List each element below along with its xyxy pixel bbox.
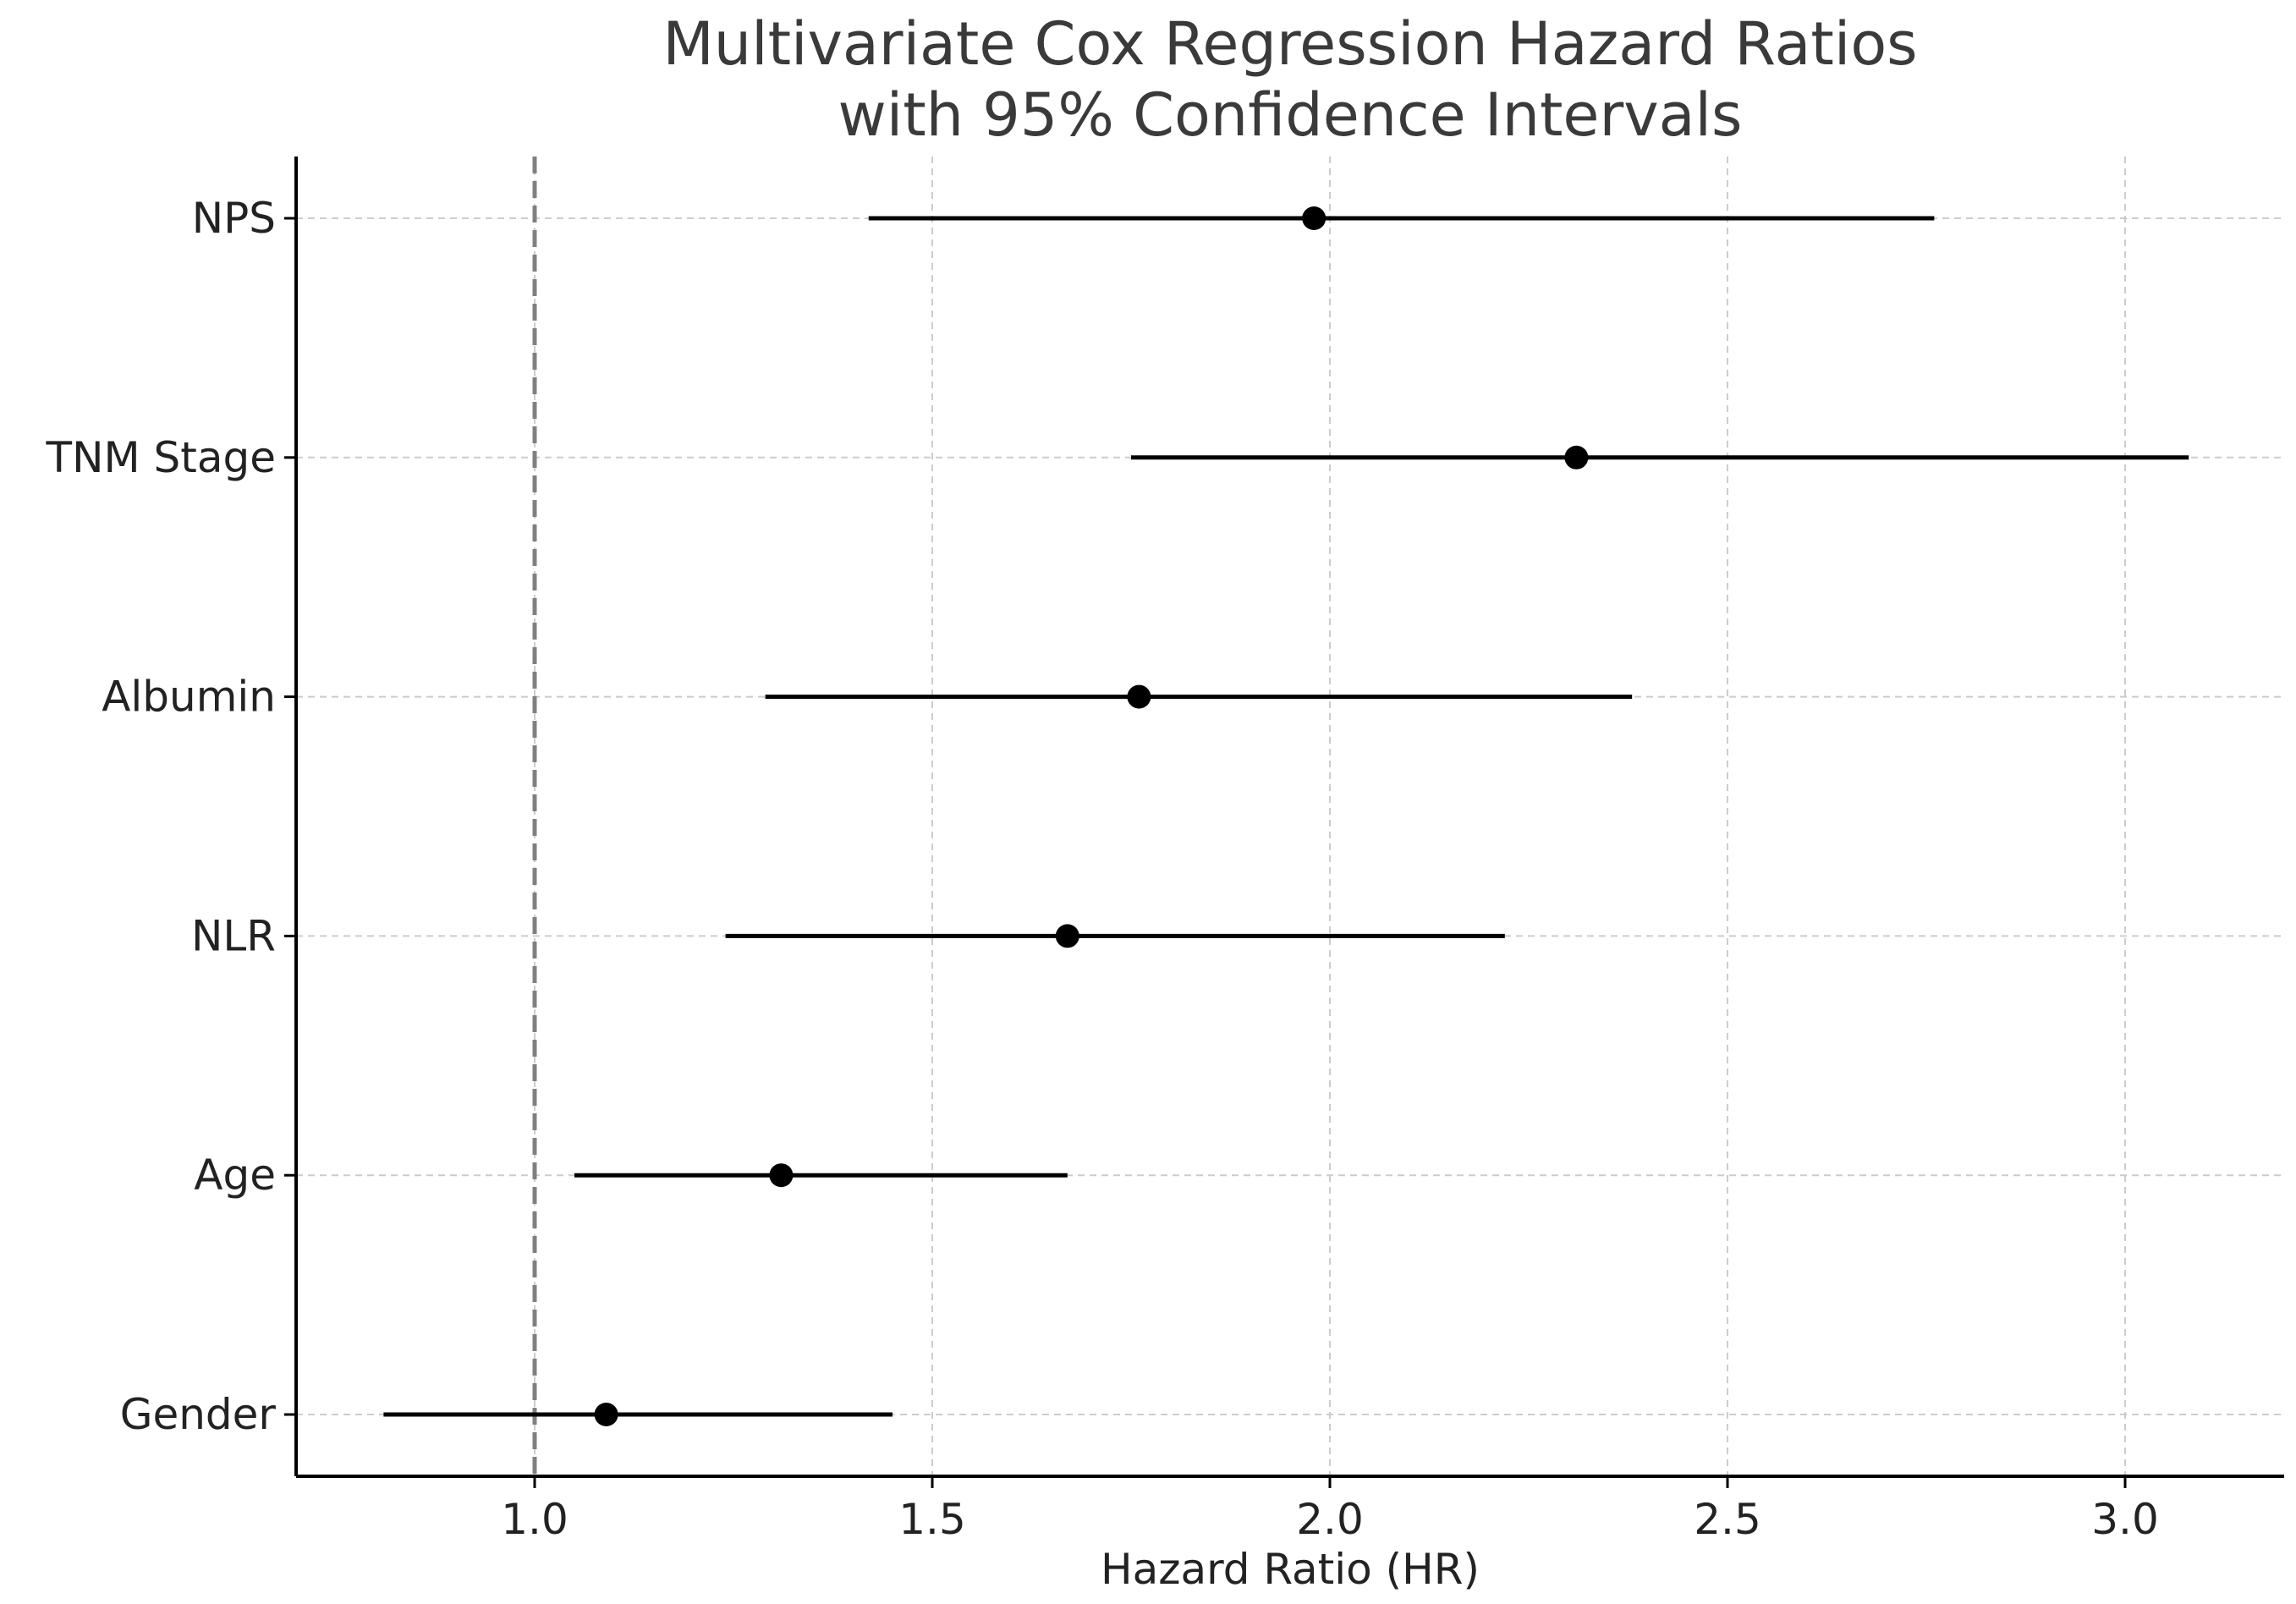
y-tick-label: Age — [194, 1151, 276, 1200]
x-tick-label: 1.5 — [898, 1495, 966, 1544]
x-tick-label: 2.5 — [1694, 1495, 1761, 1544]
y-tick-label: Albumin — [102, 673, 276, 722]
y-tick-label: NPS — [192, 194, 276, 243]
hazard-ratio-series — [383, 206, 2189, 1426]
grid-lines — [296, 157, 2284, 1476]
x-tick-label: 2.0 — [1296, 1495, 1364, 1544]
chart-title-line-1: Multivariate Cox Regression Hazard Ratio… — [662, 9, 1917, 79]
y-tick-label: TNM Stage — [46, 433, 276, 482]
x-axis-label: Hazard Ratio (HR) — [1101, 1545, 1480, 1594]
axes — [294, 157, 2284, 1478]
x-tick-label: 3.0 — [2091, 1495, 2159, 1544]
hr-point — [1302, 206, 1327, 230]
hr-point — [594, 1403, 618, 1426]
hr-point — [769, 1163, 794, 1188]
y-tick-label: Gender — [120, 1390, 277, 1439]
hr-point — [1564, 445, 1589, 470]
x-tick-labels: 1.0 1.5 2.0 2.5 3.0 — [501, 1476, 2159, 1544]
y-tick-label: NLR — [191, 911, 276, 960]
chart-title-line-2: with 95% Confidence Intervals — [838, 80, 1743, 150]
y-tick-labels: NPS TNM Stage Albumin NLR Age Gender — [46, 194, 296, 1439]
hr-point — [1127, 684, 1151, 709]
hr-point — [1055, 924, 1079, 948]
x-tick-label: 1.0 — [501, 1495, 569, 1544]
